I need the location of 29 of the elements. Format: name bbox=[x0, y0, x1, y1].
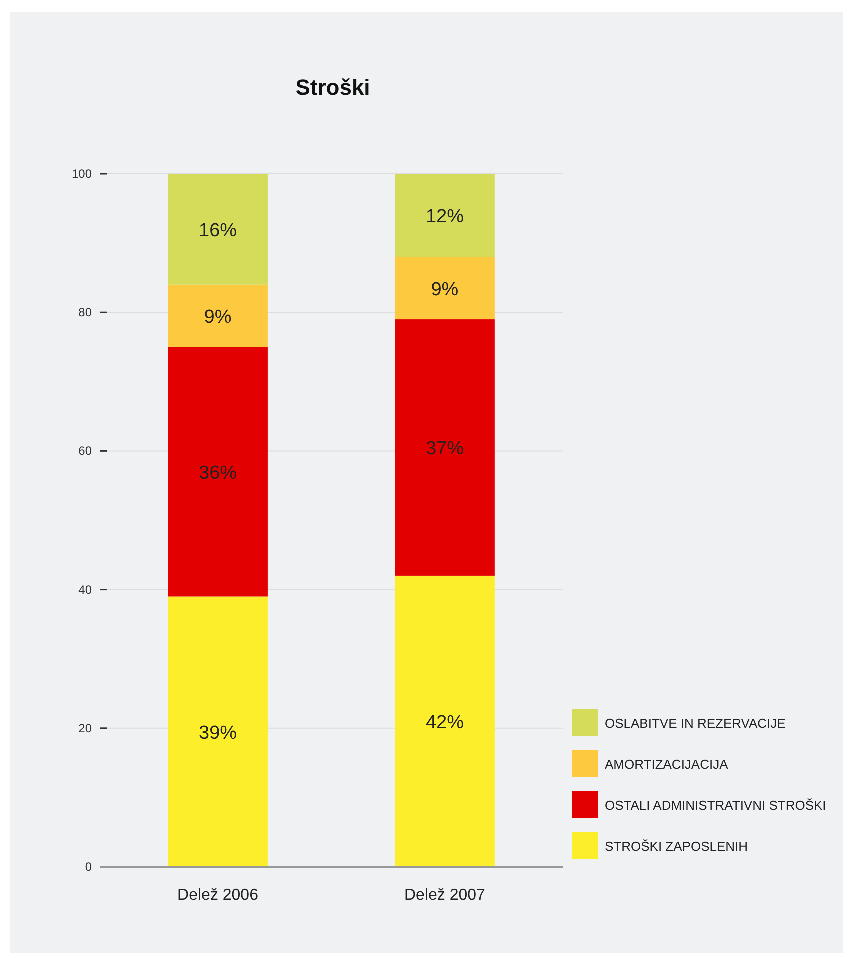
x-tick-label: Delež 2006 bbox=[178, 887, 259, 904]
legend-label: OSTALI ADMINISTRATIVNI STROŠKI bbox=[605, 798, 826, 813]
data-label: 12% bbox=[426, 206, 464, 228]
legend-label: AMORTIZACIJACIJA bbox=[605, 757, 729, 772]
legend-label: STROŠKI ZAPOSLENIH bbox=[605, 839, 748, 854]
legend-label: OSLABITVE IN REZERVACIJE bbox=[605, 716, 786, 731]
y-tick-label: 60 bbox=[78, 444, 92, 458]
y-tick-label: 100 bbox=[72, 167, 92, 181]
bar bbox=[395, 257, 495, 320]
data-label: 36% bbox=[199, 462, 238, 484]
y-tick-label: 80 bbox=[78, 306, 92, 320]
bar bbox=[168, 347, 268, 597]
bar bbox=[168, 596, 268, 867]
bar bbox=[395, 174, 495, 258]
data-label: 42% bbox=[426, 712, 464, 734]
y-tick-label: 20 bbox=[78, 721, 92, 736]
bar bbox=[395, 320, 495, 576]
bar bbox=[168, 284, 268, 348]
chart-title: Stroški bbox=[296, 75, 370, 100]
data-label: 9% bbox=[204, 307, 232, 328]
data-label: 9% bbox=[431, 279, 459, 300]
bar bbox=[395, 576, 495, 867]
y-tick-label: 40 bbox=[78, 582, 92, 597]
x-tick-label: Delež 2007 bbox=[404, 887, 486, 904]
y-tick-label: 0 bbox=[85, 860, 92, 874]
data-label: 39% bbox=[199, 722, 238, 744]
data-label: 16% bbox=[199, 220, 238, 242]
bar bbox=[168, 174, 268, 285]
data-label: 37% bbox=[426, 438, 464, 460]
